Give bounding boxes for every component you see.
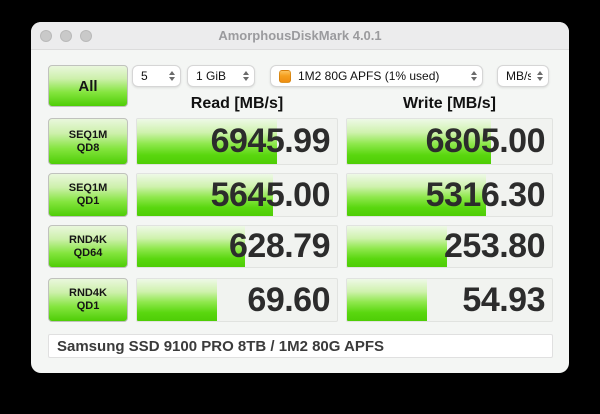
result-cell-write: 54.93 — [346, 278, 553, 322]
write-column-header: Write [MB/s] — [402, 95, 497, 112]
test-label-line2: QD64 — [73, 246, 103, 259]
traffic-lights — [40, 30, 92, 42]
test-label-line2: QD1 — [76, 195, 100, 207]
test-button-seq1m-qd8[interactable]: SEQ1M QD8 — [48, 118, 128, 165]
app-window: AmorphousDiskMark 4.0.1 All 5 1 GiB 1M2 … — [31, 22, 569, 373]
test-button-rnd4k-qd64[interactable]: RND4K QD64 — [48, 225, 128, 268]
result-cell-read: 628.79 — [136, 225, 338, 268]
unit-popup[interactable]: MB/s — [497, 65, 549, 87]
volume-drive-icon — [279, 69, 291, 83]
test-button-rnd4k-qd1[interactable]: RND4K QD1 — [48, 278, 128, 322]
result-cell-write: 253.80 — [346, 225, 553, 268]
read-column-header: Read [MB/s] — [190, 95, 284, 112]
close-button[interactable] — [40, 30, 52, 42]
result-value: 5645.00 — [210, 175, 331, 214]
test-label-line2: QD1 — [76, 300, 100, 312]
result-bar — [347, 119, 491, 164]
run-all-button[interactable]: All — [48, 65, 128, 107]
result-cell-read: 6945.99 — [136, 118, 338, 165]
result-value: 6945.99 — [210, 122, 331, 160]
result-bar — [347, 279, 427, 321]
test-size-value: 1 GiB — [196, 69, 227, 83]
result-value: 6805.00 — [425, 122, 546, 160]
result-value: 5316.30 — [425, 175, 546, 214]
result-bar — [137, 174, 273, 216]
trial-count-value: 5 — [141, 69, 148, 83]
window-titlebar[interactable]: AmorphousDiskMark 4.0.1 — [31, 22, 569, 50]
minimize-button[interactable] — [60, 30, 72, 42]
result-value: 628.79 — [229, 227, 331, 265]
result-value: 69.60 — [247, 280, 330, 319]
chevron-up-down-icon — [531, 71, 543, 81]
chevron-up-down-icon — [237, 71, 249, 81]
result-value: 253.80 — [444, 227, 546, 265]
result-cell-write: 6805.00 — [346, 118, 553, 165]
test-label-line2: QD8 — [76, 141, 100, 154]
result-bar — [347, 226, 448, 267]
test-label-line1: SEQ1M — [68, 128, 108, 141]
result-cell-write: 5316.30 — [346, 173, 553, 217]
zoom-button[interactable] — [80, 30, 92, 42]
result-bar — [137, 119, 277, 164]
result-cell-read: 69.60 — [136, 278, 338, 322]
unit-value: MB/s — [506, 69, 531, 83]
chevron-up-down-icon — [163, 71, 175, 81]
test-size-popup[interactable]: 1 GiB — [187, 65, 255, 87]
test-label-line1: RND4K — [69, 287, 107, 299]
volume-popup[interactable]: 1M2 80G APFS (1% used) — [270, 65, 483, 87]
result-bar — [347, 174, 487, 216]
result-value: 54.93 — [462, 280, 545, 319]
test-button-seq1m-qd1[interactable]: SEQ1M QD1 — [48, 173, 128, 217]
volume-value: 1M2 80G APFS (1% used) — [298, 69, 440, 83]
result-cell-read: 5645.00 — [136, 173, 338, 217]
device-info-field[interactable]: Samsung SSD 9100 PRO 8TB / 1M2 80G APFS — [48, 334, 553, 358]
result-bar — [137, 226, 245, 267]
chevron-up-down-icon — [465, 71, 477, 81]
trial-count-popup[interactable]: 5 — [132, 65, 181, 87]
result-bar — [137, 279, 217, 321]
test-label-line1: SEQ1M — [68, 182, 108, 194]
test-label-line1: RND4K — [69, 233, 107, 246]
window-title: AmorphousDiskMark 4.0.1 — [218, 28, 382, 43]
